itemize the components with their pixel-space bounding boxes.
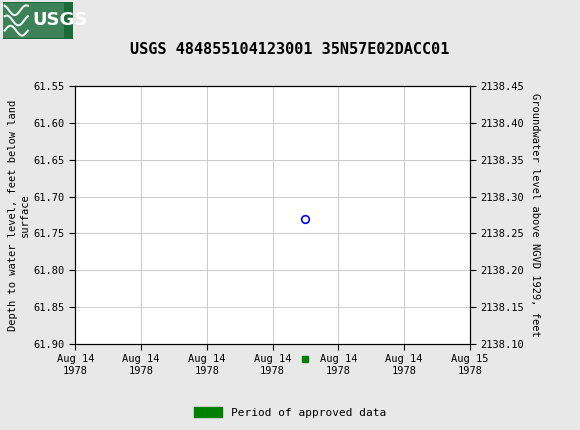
Text: USGS: USGS xyxy=(32,12,87,29)
FancyBboxPatch shape xyxy=(3,3,64,37)
Legend: Period of approved data: Period of approved data xyxy=(190,403,390,422)
Y-axis label: Groundwater level above NGVD 1929, feet: Groundwater level above NGVD 1929, feet xyxy=(530,93,539,337)
Text: USGS 484855104123001 35N57E02DACC01: USGS 484855104123001 35N57E02DACC01 xyxy=(130,42,450,57)
Y-axis label: Depth to water level, feet below land
surface: Depth to water level, feet below land su… xyxy=(8,99,30,331)
FancyBboxPatch shape xyxy=(3,2,72,39)
